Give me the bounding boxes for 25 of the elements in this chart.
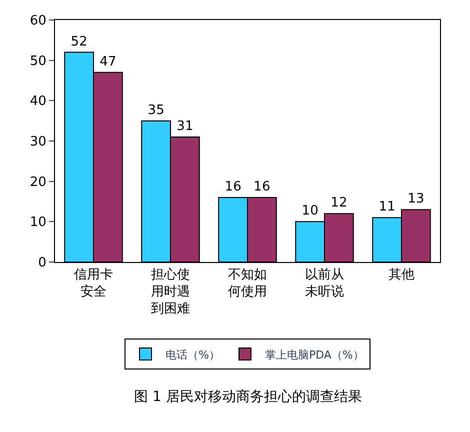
data-label: 12 bbox=[330, 196, 348, 211]
data-label: 35 bbox=[148, 102, 164, 118]
legend-label: 电话（%） bbox=[166, 348, 220, 362]
x-tick-label: 以前从未听说 bbox=[305, 268, 344, 300]
x-tick-label: 不知如何使用 bbox=[228, 268, 267, 300]
y-tick-label: 0 bbox=[38, 256, 46, 271]
data-label: 11 bbox=[378, 200, 396, 215]
y-tick-label: 40 bbox=[30, 94, 46, 110]
data-label: 16 bbox=[224, 179, 242, 194]
y-tick-label: 10 bbox=[30, 215, 46, 230]
y-tick-label: 50 bbox=[30, 54, 46, 69]
data-label: 16 bbox=[254, 179, 270, 194]
data-label: 47 bbox=[100, 54, 116, 70]
y-tick-label: 60 bbox=[30, 14, 46, 29]
x-tick-label: 担心使用时遇到困难 bbox=[151, 266, 190, 316]
y-tick-label: 20 bbox=[30, 174, 46, 190]
y-tick-label: 30 bbox=[30, 134, 46, 150]
legend-label: 掌上电脑PDA（%） bbox=[264, 348, 364, 362]
data-label: 13 bbox=[408, 192, 424, 207]
data-label: 31 bbox=[176, 118, 194, 134]
caption: 图 1 居民对移动商务担心的调查结果 bbox=[134, 389, 362, 405]
data-label: 10 bbox=[302, 204, 318, 219]
data-label: 52 bbox=[70, 34, 88, 50]
x-tick-label: 其他 bbox=[388, 268, 414, 283]
x-tick-label: 信用卡安全 bbox=[74, 268, 113, 300]
